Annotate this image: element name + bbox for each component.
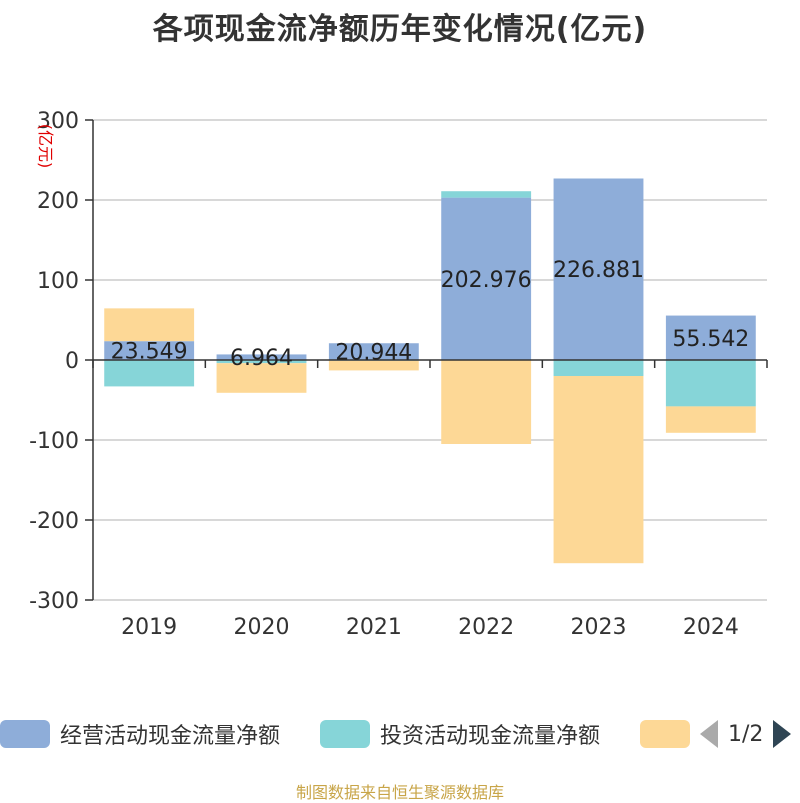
x-tick-label-2019: 2019 <box>121 615 177 640</box>
legend: 经营活动现金流量净额 投资活动现金流量净额 1/2 <box>0 716 800 752</box>
x-tick-label-2022: 2022 <box>458 615 514 640</box>
y-tick-label: 100 <box>37 269 79 294</box>
bar-series1-2023[interactable] <box>553 360 644 376</box>
chart-title: 各项现金流净额历年变化情况(亿元) <box>152 12 648 47</box>
bar-series1-2019[interactable] <box>104 360 195 387</box>
bar-series0-2020[interactable] <box>216 354 307 360</box>
legend-item-investing[interactable]: 投资活动现金流量净额 <box>320 716 600 752</box>
bar-series2-2024[interactable] <box>665 406 756 433</box>
y-tick-label: -200 <box>29 509 79 534</box>
x-tick-label-2020: 2020 <box>234 615 290 640</box>
bar-series2-2022[interactable] <box>441 360 532 444</box>
y-tick-label: 200 <box>37 189 79 214</box>
legend-swatch-financing <box>640 720 690 748</box>
bar-series2-2021[interactable] <box>328 360 419 371</box>
legend-pager: 1/2 <box>700 716 792 752</box>
legend-item-operating[interactable]: 经营活动现金流量净额 <box>0 716 280 752</box>
axis-layer: 300 200 100 0 -100 -200 -300 (亿元) 2019 2020 2021 20… <box>29 109 768 640</box>
bar-series1-2022[interactable] <box>441 191 532 198</box>
legend-label-investing: 投资活动现金流量净额 <box>380 724 601 749</box>
legend-swatch-investing <box>320 720 370 748</box>
data-label-2020: 6.964 <box>230 346 293 371</box>
data-label-2022: 202.976 <box>441 268 532 293</box>
bar-series1-2024[interactable] <box>665 360 756 407</box>
y-tick-label: 0 <box>65 349 79 374</box>
data-label-2023: 226.881 <box>553 258 644 283</box>
data-label-2024: 55.542 <box>672 327 749 352</box>
bar-series2-2019[interactable] <box>104 308 195 342</box>
legend-next-icon[interactable] <box>773 720 792 748</box>
y-tick-label: 300 <box>37 109 79 134</box>
y-tick-label: -300 <box>29 589 79 614</box>
x-tick-label-2024: 2024 <box>683 615 739 640</box>
bar-series0-2023[interactable] <box>553 178 644 360</box>
legend-swatch-operating <box>0 720 50 748</box>
legend-prev-icon[interactable] <box>700 720 718 748</box>
x-tick-label-2023: 2023 <box>571 615 627 640</box>
data-label-2021: 20.944 <box>335 341 412 366</box>
grid-layer <box>93 119 767 601</box>
legend-item-financing[interactable] <box>640 716 690 752</box>
labels-layer: 23.549 6.964 20.944 202.976 226.881 55.542 <box>111 258 750 371</box>
bar-series2-2023[interactable] <box>553 376 644 564</box>
x-tick-label-2021: 2021 <box>346 615 402 640</box>
bar-series2-2020[interactable] <box>216 363 307 393</box>
bars-layer <box>104 178 756 564</box>
y-axis-unit: (亿元) <box>36 124 55 169</box>
legend-page-indicator: 1/2 <box>728 721 764 747</box>
bar-series1-2020[interactable] <box>216 360 307 364</box>
data-label-2019: 23.549 <box>111 340 188 365</box>
bar-series0-2019[interactable] <box>104 341 195 360</box>
bar-series0-2024[interactable] <box>665 315 756 360</box>
source-note: 制图数据来自恒生聚源数据库 <box>295 783 504 802</box>
legend-label-operating: 经营活动现金流量净额 <box>60 724 281 749</box>
bar-series0-2022[interactable] <box>441 197 532 360</box>
y-tick-label: -100 <box>29 429 79 454</box>
bar-series0-2021[interactable] <box>328 343 419 360</box>
